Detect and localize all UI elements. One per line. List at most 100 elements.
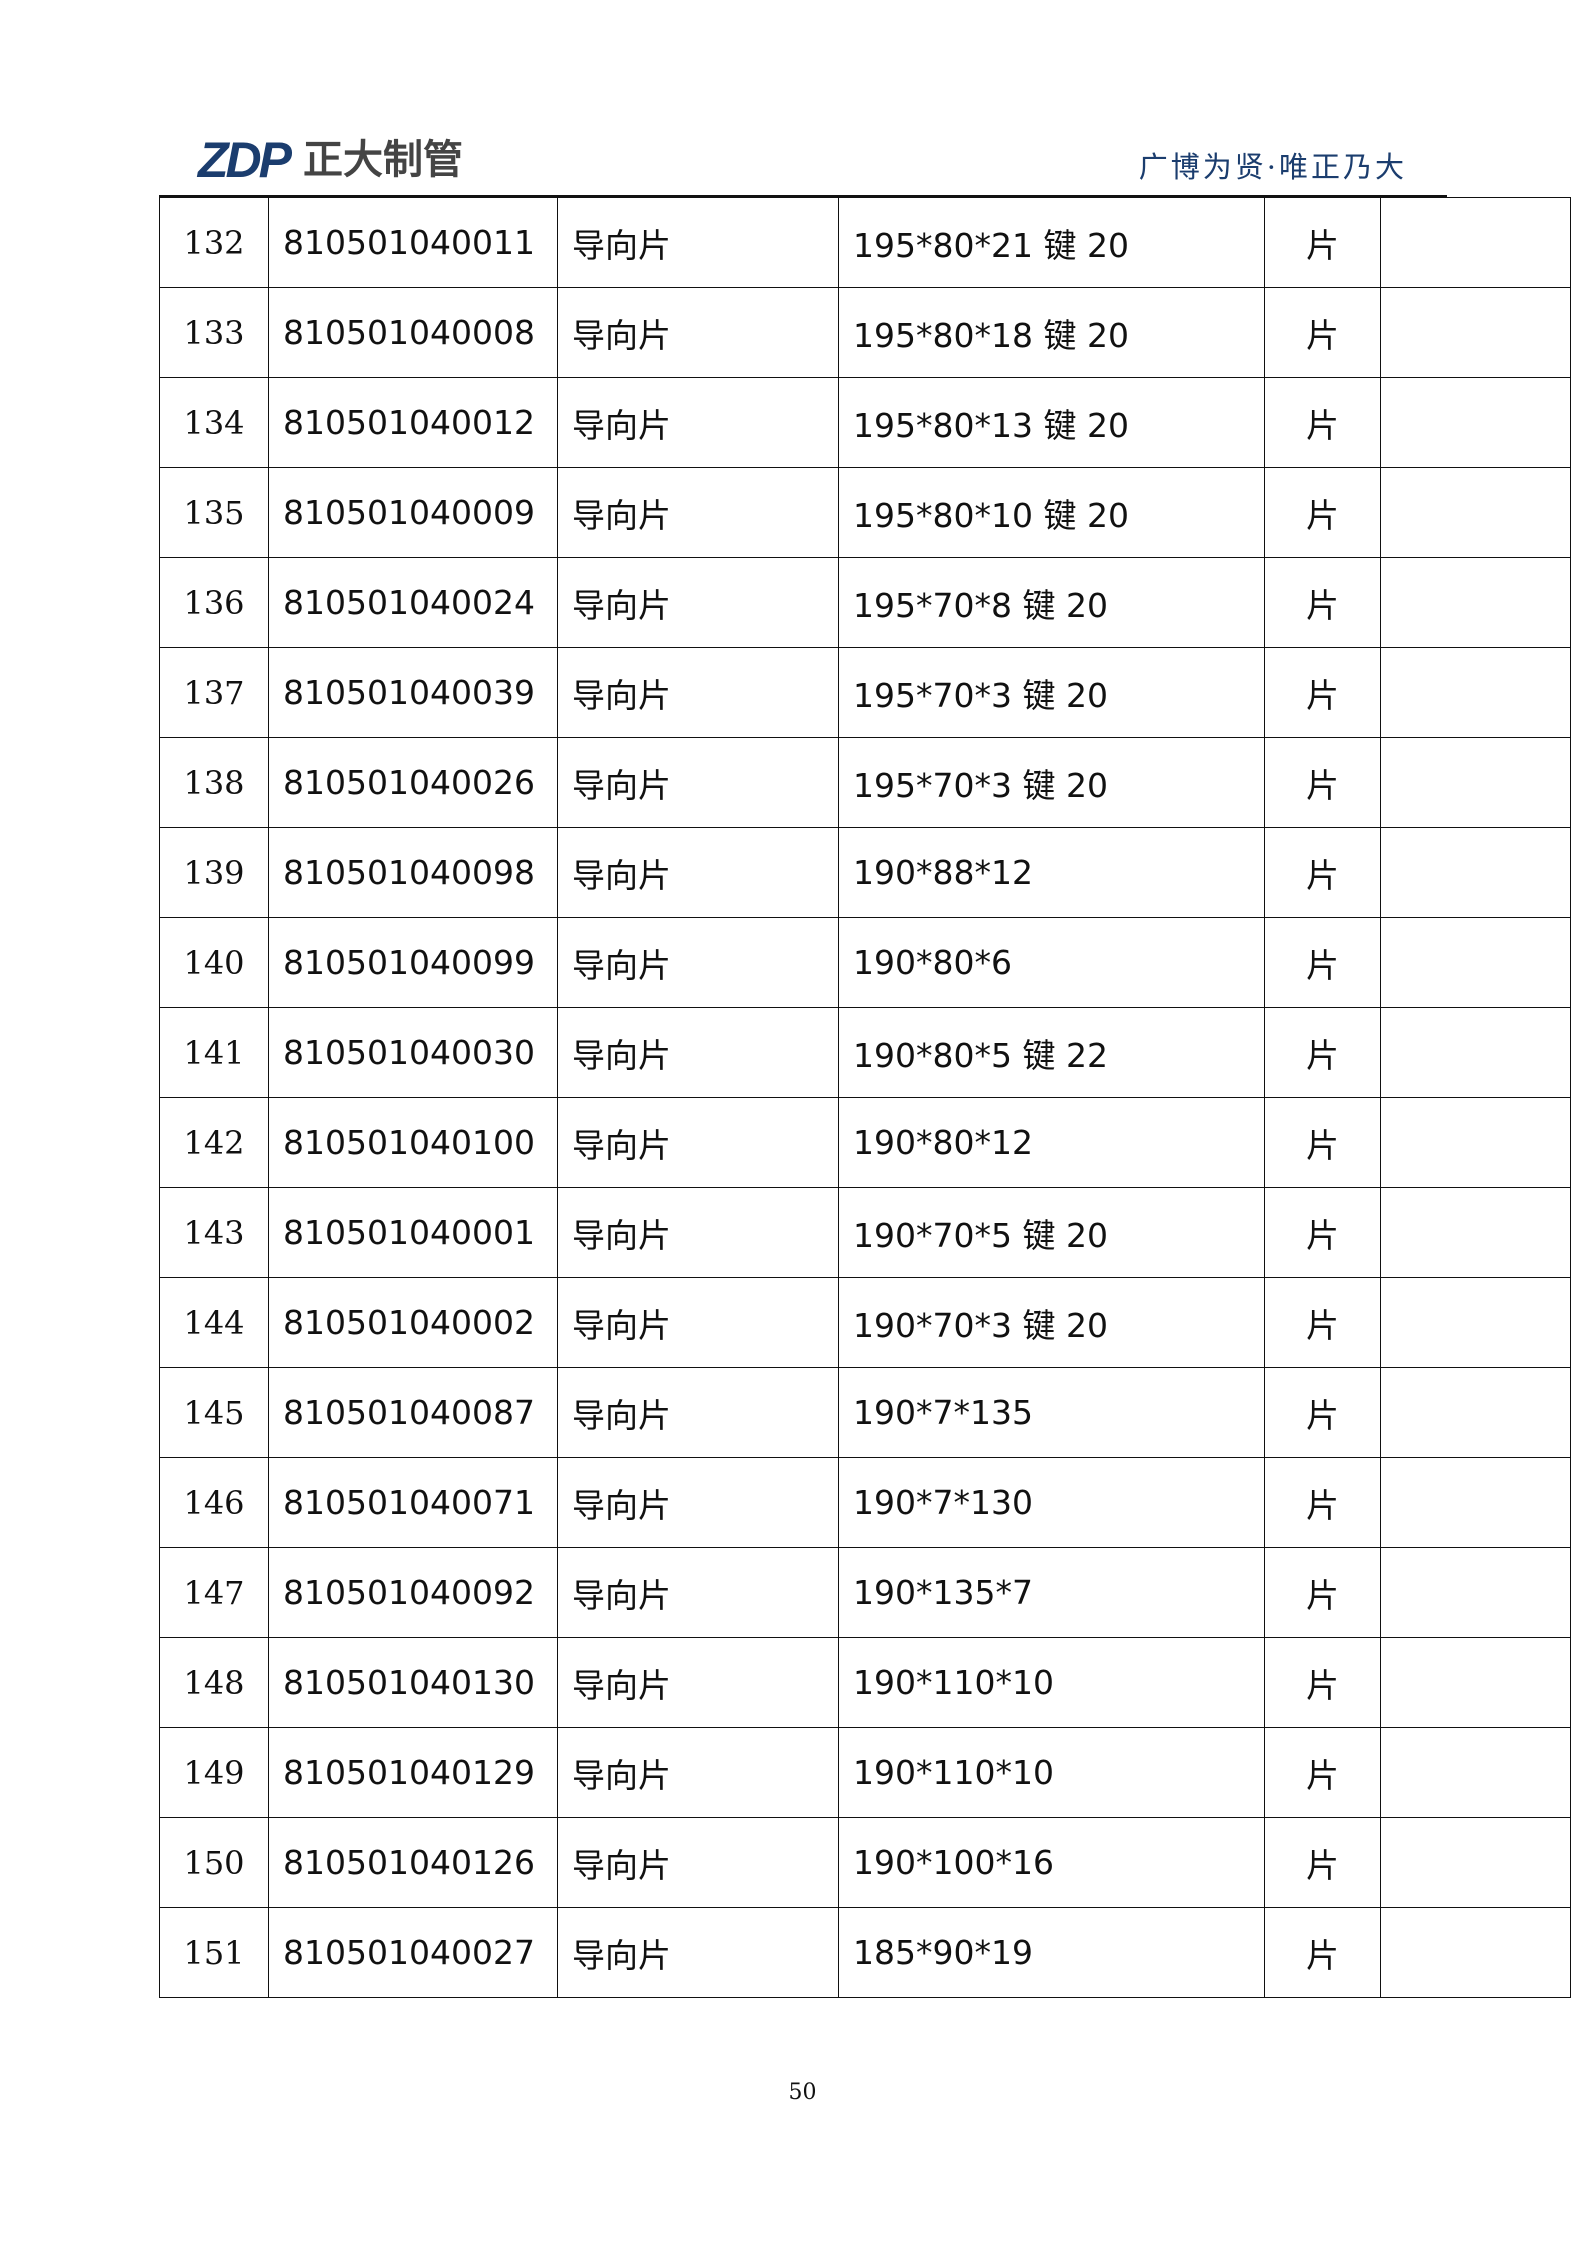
cell-code: 810501040024	[268, 557, 558, 648]
table-row: 146 810501040071 导向片 190*7*130 片	[159, 1457, 1571, 1548]
cell-code: 810501040099	[268, 917, 558, 1008]
cell-remark	[1380, 467, 1571, 558]
cell-remark	[1380, 1097, 1571, 1188]
cell-spec: 190*7*135	[838, 1367, 1265, 1458]
table-row: 148 810501040130 导向片 190*110*10 片	[159, 1637, 1571, 1728]
cell-unit: 片	[1264, 1637, 1381, 1728]
table-row: 134 810501040012 导向片 195*80*13 键 20 片	[159, 377, 1571, 468]
cell-remark	[1380, 1907, 1571, 1998]
cell-name: 导向片	[557, 377, 839, 468]
cell-spec: 190*88*12	[838, 827, 1265, 918]
cell-unit: 片	[1264, 1367, 1381, 1458]
cell-unit: 片	[1264, 1007, 1381, 1098]
cell-unit: 片	[1264, 1457, 1381, 1548]
table-row: 133 810501040008 导向片 195*80*18 键 20 片	[159, 287, 1571, 378]
cell-no: 143	[159, 1187, 269, 1278]
cell-no: 136	[159, 557, 269, 648]
cell-name: 导向片	[557, 1637, 839, 1728]
cell-name: 导向片	[557, 827, 839, 918]
logo-mark: ZDP	[198, 132, 292, 188]
slogan: 广博为贤·唯正乃大	[1138, 150, 1407, 184]
table-row: 150 810501040126 导向片 190*100*16 片	[159, 1817, 1571, 1908]
cell-no: 147	[159, 1547, 269, 1638]
company-logo: ZDP 正大制管	[198, 132, 463, 188]
cell-spec: 190*135*7	[838, 1547, 1265, 1638]
cell-name: 导向片	[557, 1277, 839, 1368]
table-row: 141 810501040030 导向片 190*80*5 键 22 片	[159, 1007, 1571, 1098]
cell-no: 133	[159, 287, 269, 378]
table-row: 137 810501040039 导向片 195*70*3 键 20 片	[159, 647, 1571, 738]
cell-unit: 片	[1264, 1097, 1381, 1188]
cell-spec: 195*80*21 键 20	[838, 197, 1265, 288]
cell-no: 144	[159, 1277, 269, 1368]
cell-no: 132	[159, 197, 269, 288]
cell-name: 导向片	[557, 1907, 839, 1998]
table-row: 143 810501040001 导向片 190*70*5 键 20 片	[159, 1187, 1571, 1278]
cell-remark	[1380, 287, 1571, 378]
cell-spec: 190*100*16	[838, 1817, 1265, 1908]
cell-code: 810501040012	[268, 377, 558, 468]
table-row: 132 810501040011 导向片 195*80*21 键 20 片	[159, 197, 1571, 288]
page-number: 50	[788, 2080, 817, 2105]
cell-no: 141	[159, 1007, 269, 1098]
cell-spec: 190*80*12	[838, 1097, 1265, 1188]
cell-no: 150	[159, 1817, 269, 1908]
cell-remark	[1380, 1817, 1571, 1908]
cell-remark	[1380, 1547, 1571, 1638]
cell-unit: 片	[1264, 1277, 1381, 1368]
header-divider	[159, 195, 1447, 197]
cell-spec: 190*70*5 键 20	[838, 1187, 1265, 1278]
cell-name: 导向片	[557, 917, 839, 1008]
cell-no: 135	[159, 467, 269, 558]
table-row: 139 810501040098 导向片 190*88*12 片	[159, 827, 1571, 918]
cell-remark	[1380, 1367, 1571, 1458]
cell-unit: 片	[1264, 287, 1381, 378]
cell-unit: 片	[1264, 467, 1381, 558]
cell-code: 810501040001	[268, 1187, 558, 1278]
cell-name: 导向片	[557, 1097, 839, 1188]
cell-spec: 190*110*10	[838, 1637, 1265, 1728]
cell-code: 810501040008	[268, 287, 558, 378]
table-row: 136 810501040024 导向片 195*70*8 键 20 片	[159, 557, 1571, 648]
cell-code: 810501040009	[268, 467, 558, 558]
company-name: 正大制管	[303, 137, 463, 183]
cell-remark	[1380, 917, 1571, 1008]
cell-unit: 片	[1264, 1547, 1381, 1638]
table-row: 149 810501040129 导向片 190*110*10 片	[159, 1727, 1571, 1818]
cell-code: 810501040071	[268, 1457, 558, 1548]
cell-code: 810501040026	[268, 737, 558, 828]
cell-spec: 195*80*13 键 20	[838, 377, 1265, 468]
cell-remark	[1380, 1637, 1571, 1728]
cell-unit: 片	[1264, 377, 1381, 468]
cell-spec: 195*70*3 键 20	[838, 647, 1265, 738]
parts-table: 132 810501040011 导向片 195*80*21 键 20 片 133 8105…	[159, 197, 1571, 1998]
cell-code: 810501040002	[268, 1277, 558, 1368]
cell-unit: 片	[1264, 737, 1381, 828]
cell-name: 导向片	[557, 467, 839, 558]
cell-code: 810501040039	[268, 647, 558, 738]
cell-remark	[1380, 1187, 1571, 1278]
table-row: 145 810501040087 导向片 190*7*135 片	[159, 1367, 1571, 1458]
cell-unit: 片	[1264, 827, 1381, 918]
cell-remark	[1380, 827, 1571, 918]
cell-remark	[1380, 1277, 1571, 1368]
cell-spec: 190*80*5 键 22	[838, 1007, 1265, 1098]
cell-name: 导向片	[557, 197, 839, 288]
cell-spec: 190*80*6	[838, 917, 1265, 1008]
cell-code: 810501040087	[268, 1367, 558, 1458]
cell-remark	[1380, 737, 1571, 828]
table-row: 142 810501040100 导向片 190*80*12 片	[159, 1097, 1571, 1188]
cell-no: 137	[159, 647, 269, 738]
cell-unit: 片	[1264, 197, 1381, 288]
cell-name: 导向片	[557, 1367, 839, 1458]
cell-name: 导向片	[557, 737, 839, 828]
cell-spec: 190*70*3 键 20	[838, 1277, 1265, 1368]
cell-spec: 190*110*10	[838, 1727, 1265, 1818]
cell-unit: 片	[1264, 1907, 1381, 1998]
cell-unit: 片	[1264, 1187, 1381, 1278]
cell-no: 140	[159, 917, 269, 1008]
table-row: 135 810501040009 导向片 195*80*10 键 20 片	[159, 467, 1571, 558]
cell-name: 导向片	[557, 557, 839, 648]
cell-name: 导向片	[557, 1007, 839, 1098]
cell-code: 810501040092	[268, 1547, 558, 1638]
